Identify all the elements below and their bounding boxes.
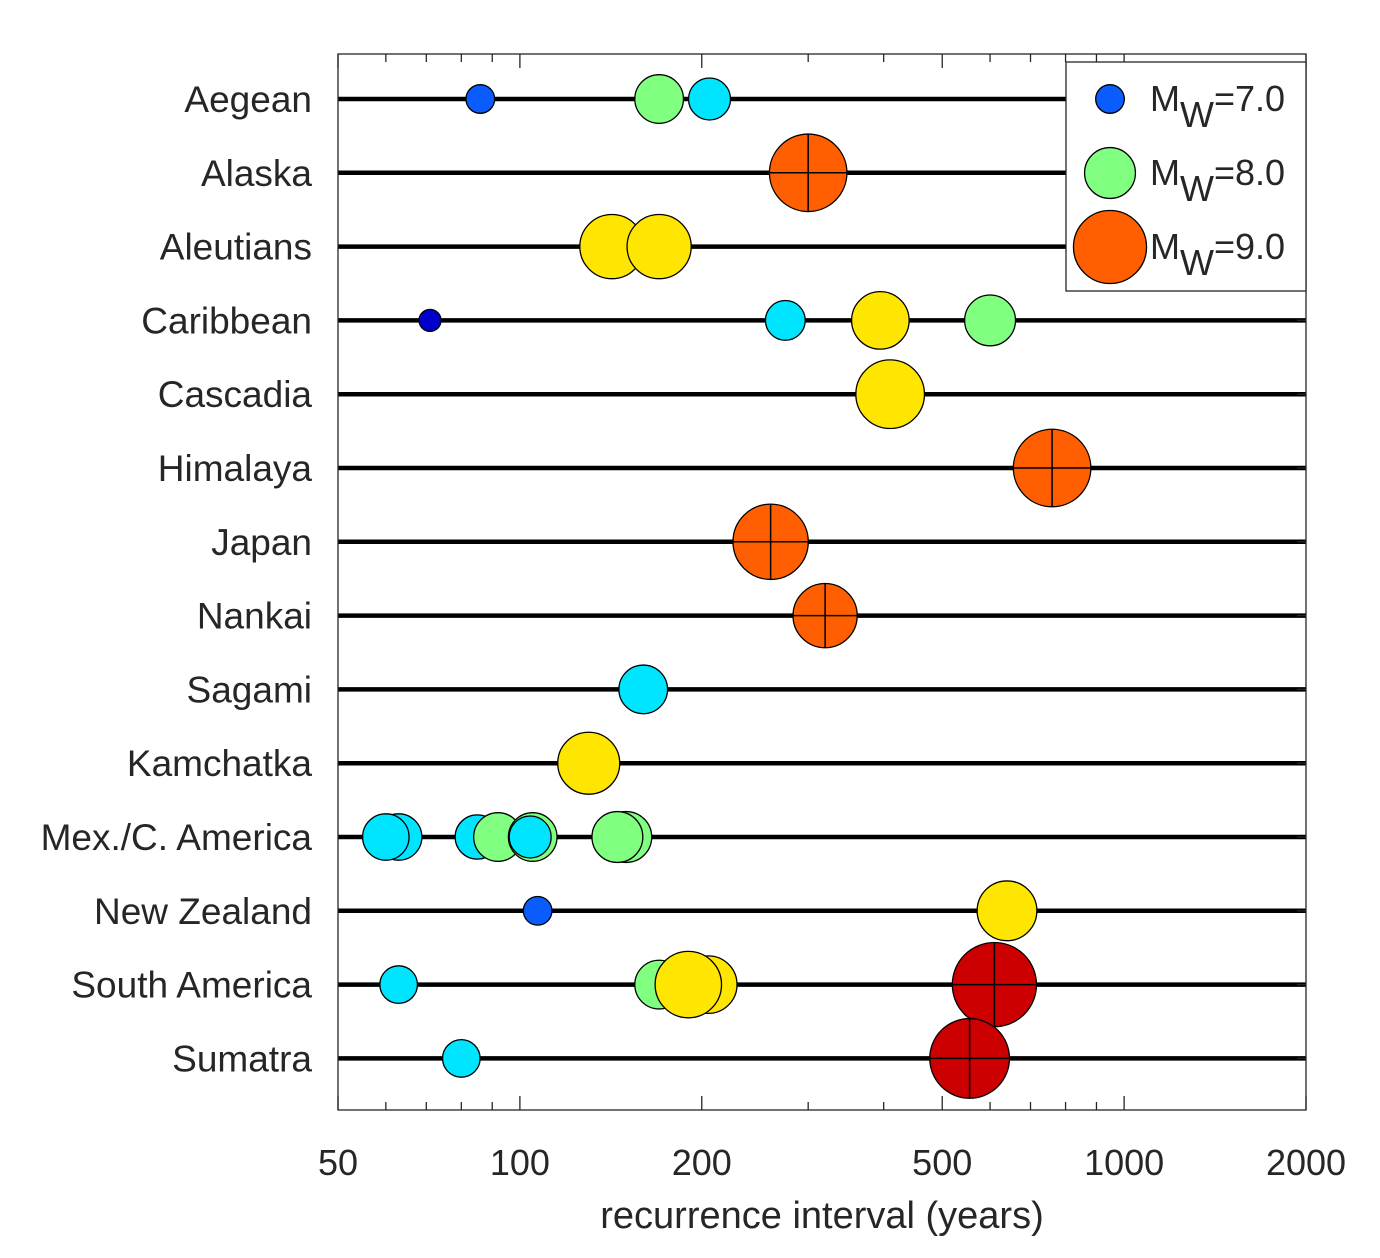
data-point <box>379 965 419 1005</box>
y-tick-label: Cascadia <box>158 374 313 415</box>
legend-label: MW=8.0 <box>1150 152 1285 209</box>
data-point <box>768 133 848 213</box>
y-tick-label: Aegean <box>184 79 312 120</box>
y-tick-label: Alaska <box>201 153 312 194</box>
data-point-circle <box>508 815 552 859</box>
data-point-circle <box>591 810 644 864</box>
x-axis-ticks: 50 100 200 500 1000 2000 <box>318 54 1346 1183</box>
x-tick-label: 100 <box>490 1142 550 1183</box>
y-tick-label: Kamchatka <box>127 743 313 784</box>
y-tick-label: Sagami <box>187 669 312 710</box>
data-point-circle <box>465 84 496 114</box>
data-point <box>626 213 692 280</box>
data-point-circle <box>976 880 1038 942</box>
legend: MW=7.0 MW=8.0 MW=9.0 <box>1065 61 1307 292</box>
y-tick-label: New Zealand <box>94 891 312 932</box>
y-tick-label: Caribbean <box>141 300 312 341</box>
data-point <box>557 731 621 795</box>
data-point-circle <box>626 213 692 280</box>
legend-marker <box>1095 84 1125 114</box>
data-point-circle <box>654 950 723 1019</box>
data-point <box>418 308 442 333</box>
y-tick-label: Nankai <box>197 596 312 637</box>
x-tick-label: 2000 <box>1266 1142 1346 1183</box>
data-point <box>522 895 553 926</box>
x-axis-label: recurrence interval (years) <box>600 1195 1043 1237</box>
data-point <box>591 810 644 864</box>
plot-frame <box>337 53 1307 1111</box>
data-point-circle <box>855 359 926 430</box>
data-point <box>654 950 723 1019</box>
data-point <box>764 299 806 341</box>
data-point <box>687 77 732 121</box>
data-point-circle <box>418 308 442 333</box>
data-point-circle <box>963 294 1017 347</box>
data-point-circle <box>441 1038 481 1078</box>
data-points <box>361 74 1092 1099</box>
data-point <box>850 290 910 350</box>
legend-label: MW=9.0 <box>1150 226 1285 283</box>
data-point <box>1012 428 1092 508</box>
data-point-circle <box>764 299 806 341</box>
data-point <box>929 1017 1011 1099</box>
legend-marker <box>1083 146 1137 200</box>
y-tick-label: South America <box>71 965 312 1006</box>
x-tick-label: 50 <box>318 1142 358 1183</box>
y-axis-labels: Aegean Alaska Aleutians Caribbean Cascadia Hi… <box>41 79 1306 1079</box>
data-point-circle <box>379 965 419 1005</box>
y-tick-label: Aleutians <box>160 227 312 268</box>
data-point <box>465 84 496 114</box>
data-point <box>508 815 552 859</box>
data-point <box>951 941 1038 1028</box>
data-point-circle <box>687 77 732 121</box>
y-tick-label: Mex./C. America <box>41 817 313 858</box>
y-tick-label: Japan <box>211 522 312 563</box>
data-point <box>634 74 685 124</box>
data-point <box>963 294 1017 347</box>
data-point <box>976 880 1038 942</box>
x-tick-label: 500 <box>912 1142 972 1183</box>
y-tick-label: Himalaya <box>158 448 313 489</box>
data-point <box>855 359 926 430</box>
data-point <box>361 813 410 861</box>
data-point <box>732 503 809 581</box>
legend-label: MW=7.0 <box>1150 78 1285 135</box>
data-point-circle <box>618 664 669 715</box>
x-tick-label: 1000 <box>1084 1142 1164 1183</box>
y-tick-label: Sumatra <box>172 1038 312 1079</box>
data-point-circle <box>634 74 685 124</box>
data-point <box>792 582 858 649</box>
data-point-circle <box>361 813 410 861</box>
data-point <box>441 1038 481 1078</box>
data-point-circle <box>557 731 621 795</box>
data-point <box>618 664 669 715</box>
legend-marker <box>1072 209 1148 285</box>
data-point-circle <box>850 290 910 350</box>
data-point-circle <box>522 895 553 926</box>
x-tick-label: 200 <box>672 1142 732 1183</box>
